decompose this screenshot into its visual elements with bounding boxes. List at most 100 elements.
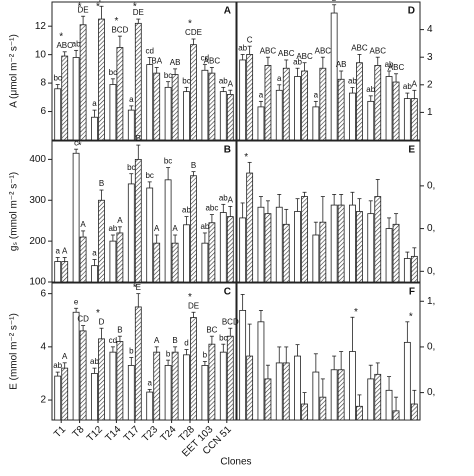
- bar: [264, 378, 272, 421]
- bar: [72, 311, 80, 421]
- bar: [201, 365, 209, 421]
- bar: [61, 367, 69, 421]
- significance-letter: A: [412, 79, 418, 88]
- significance-letter: ab: [53, 361, 62, 370]
- y-tick-label: 4: [40, 341, 46, 352]
- bar: [153, 242, 161, 283]
- bar: [275, 89, 283, 141]
- bar: [226, 216, 234, 283]
- bar: [219, 212, 227, 283]
- significance-letter: e: [74, 297, 79, 306]
- significance-letter: A: [62, 247, 68, 256]
- significance-letter: A: [62, 352, 68, 361]
- bar: [367, 100, 375, 141]
- significance-letter: bc: [219, 333, 227, 342]
- bar: [319, 221, 327, 283]
- bar: [385, 389, 393, 421]
- bar: [275, 206, 283, 283]
- significance-letter: b: [332, 0, 337, 3]
- bar: [312, 371, 320, 421]
- bar: [219, 91, 227, 141]
- significance-letter: a: [92, 99, 97, 108]
- panel-frame: [51, 1, 237, 141]
- significance-letter: d: [184, 339, 188, 348]
- significance-letter: A: [80, 220, 86, 229]
- bar: [337, 204, 345, 283]
- bar: [264, 213, 272, 283]
- bar: [385, 228, 393, 283]
- significance-letter: A: [154, 224, 160, 233]
- bar: [403, 341, 411, 421]
- y-tick-label: 0,: [427, 223, 435, 234]
- bar: [246, 355, 254, 421]
- y-tick-label: 0,: [427, 266, 435, 277]
- bar: [190, 44, 197, 141]
- bar: [183, 224, 190, 283]
- significance-letter: ab: [293, 57, 302, 66]
- significance-letter: bc: [53, 74, 61, 83]
- significance-letter: A: [117, 216, 123, 225]
- bar: [392, 410, 400, 421]
- bar: [294, 76, 301, 141]
- bar: [403, 98, 411, 141]
- x-axis-label: Clones: [220, 457, 251, 468]
- bar: [226, 335, 234, 421]
- significance-letter: b: [166, 349, 171, 358]
- bar: [201, 69, 209, 141]
- bar: [91, 373, 98, 421]
- significance-letter: A: [154, 336, 160, 345]
- significance-letter: CD: [77, 315, 89, 324]
- significance-star: *: [59, 31, 63, 42]
- bar: [257, 106, 265, 141]
- x-tick-label: T24: [159, 424, 179, 444]
- significance-letter: cd: [201, 54, 209, 63]
- bar: [164, 365, 172, 421]
- y-tick-label: 6: [40, 288, 46, 299]
- bar: [127, 365, 135, 421]
- bar: [146, 391, 154, 421]
- y-tick-label: 2: [40, 395, 46, 406]
- significance-letter: c: [74, 138, 78, 147]
- bar: [219, 351, 227, 421]
- significance-letter: ab: [238, 44, 247, 53]
- significance-letter: E: [136, 283, 141, 292]
- bar: [98, 338, 105, 421]
- bar: [282, 67, 290, 141]
- panel-frame: [51, 140, 237, 283]
- significance-letter: ABC: [278, 49, 295, 58]
- significance-letter: DE: [188, 301, 199, 310]
- bar: [109, 351, 117, 421]
- panel-letter: C: [224, 287, 231, 298]
- bar: [79, 236, 87, 283]
- bar: [312, 106, 320, 141]
- panel-frame: [236, 140, 421, 283]
- x-tick-label: T12: [85, 424, 105, 444]
- significance-star: *: [188, 19, 192, 30]
- significance-letter: AB: [336, 60, 347, 69]
- y-tick-label: 10: [35, 49, 47, 60]
- significance-letter: ab: [385, 60, 394, 69]
- y-axis-label: A (μmol m⁻² s⁻¹): [9, 34, 20, 108]
- significance-star: *: [96, 2, 100, 13]
- bar: [98, 199, 105, 283]
- significance-letter: E: [99, 0, 104, 4]
- y-tick-label: 4: [427, 24, 433, 35]
- significance-star: *: [133, 2, 137, 13]
- bar: [146, 187, 154, 283]
- bar: [239, 217, 247, 283]
- bar: [239, 59, 247, 141]
- bar: [246, 172, 254, 283]
- significance-letter: A: [228, 196, 234, 205]
- bar: [183, 354, 190, 421]
- bar: [61, 55, 69, 141]
- significance-letter: ab: [72, 39, 81, 48]
- significance-letter: AB: [170, 58, 181, 67]
- significance-letter: BCD: [111, 25, 128, 34]
- bar: [91, 116, 98, 141]
- significance-star: *: [114, 16, 118, 27]
- bar: [356, 62, 363, 141]
- bar: [410, 255, 418, 283]
- bar: [367, 378, 375, 421]
- significance-letter: a: [147, 379, 152, 388]
- bar: [257, 206, 265, 283]
